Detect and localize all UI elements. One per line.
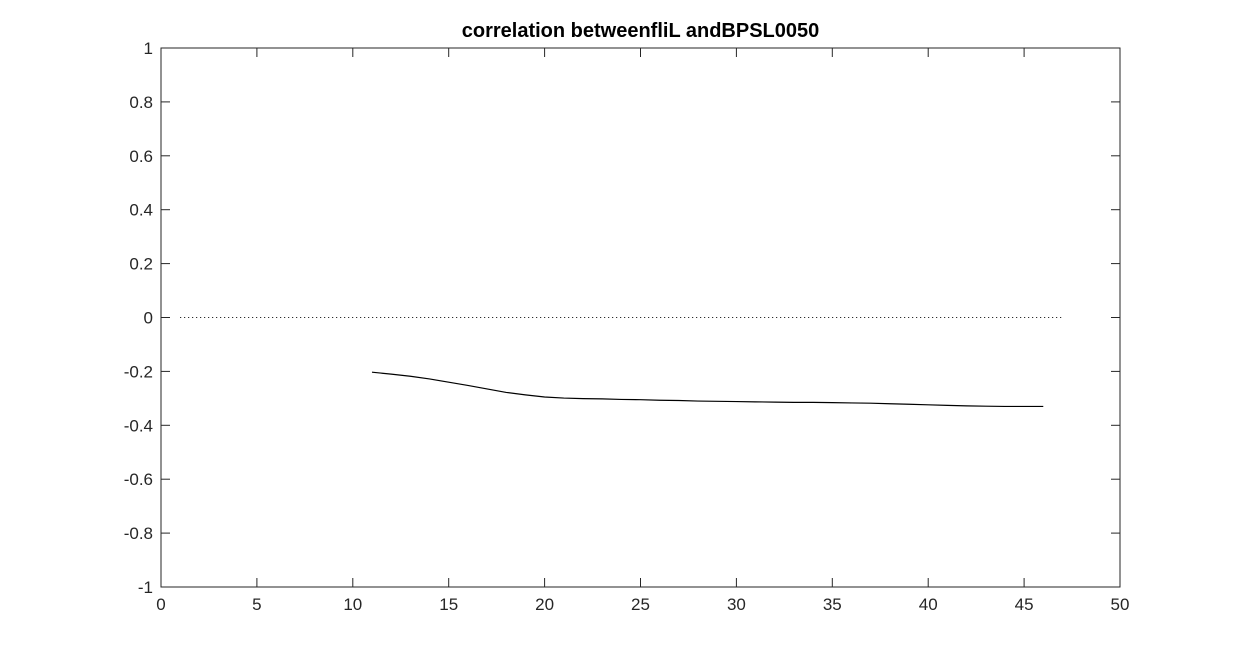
x-tick-label: 0 (156, 595, 165, 614)
y-tick-label: -0.8 (124, 524, 153, 543)
x-tick-label: 35 (823, 595, 842, 614)
chart-title: correlation betweenfliL andBPSL0050 (462, 20, 820, 42)
y-tick-label: -0.6 (124, 470, 153, 489)
x-tick-label: 45 (1015, 595, 1034, 614)
correlation-series-line (371, 371, 1044, 408)
x-tick-label: 40 (919, 595, 938, 614)
x-tick-label: 10 (343, 595, 362, 614)
x-tick-label: 15 (439, 595, 458, 614)
x-tick-label: 50 (1111, 595, 1130, 614)
x-tick-label: 30 (727, 595, 746, 614)
y-tick-label: 1 (144, 39, 153, 58)
y-tick-label: -0.4 (124, 416, 153, 435)
x-tick-label: 20 (535, 595, 554, 614)
y-tick-label: 0 (144, 309, 153, 328)
series-layer (180, 317, 1063, 408)
x-tick-label: 5 (252, 595, 261, 614)
y-tick-label: 0.4 (129, 201, 153, 220)
x-tick-labels: 0 5 10 15 20 25 30 35 40 45 50 (156, 595, 1129, 614)
x-tick-label: 25 (631, 595, 650, 614)
y-tick-label: -0.2 (124, 362, 153, 381)
y-tick-label: -1 (138, 578, 153, 597)
y-tick-labels: 1 0.8 0.6 0.4 0.2 0 -0.2 -0.4 -0.6 -0.8 -1 (124, 39, 153, 597)
tick-marks (160, 47, 1121, 588)
y-tick-label: 0.2 (129, 255, 153, 274)
y-tick-label: 0.6 (129, 147, 153, 166)
y-tick-label: 0.8 (129, 93, 153, 112)
